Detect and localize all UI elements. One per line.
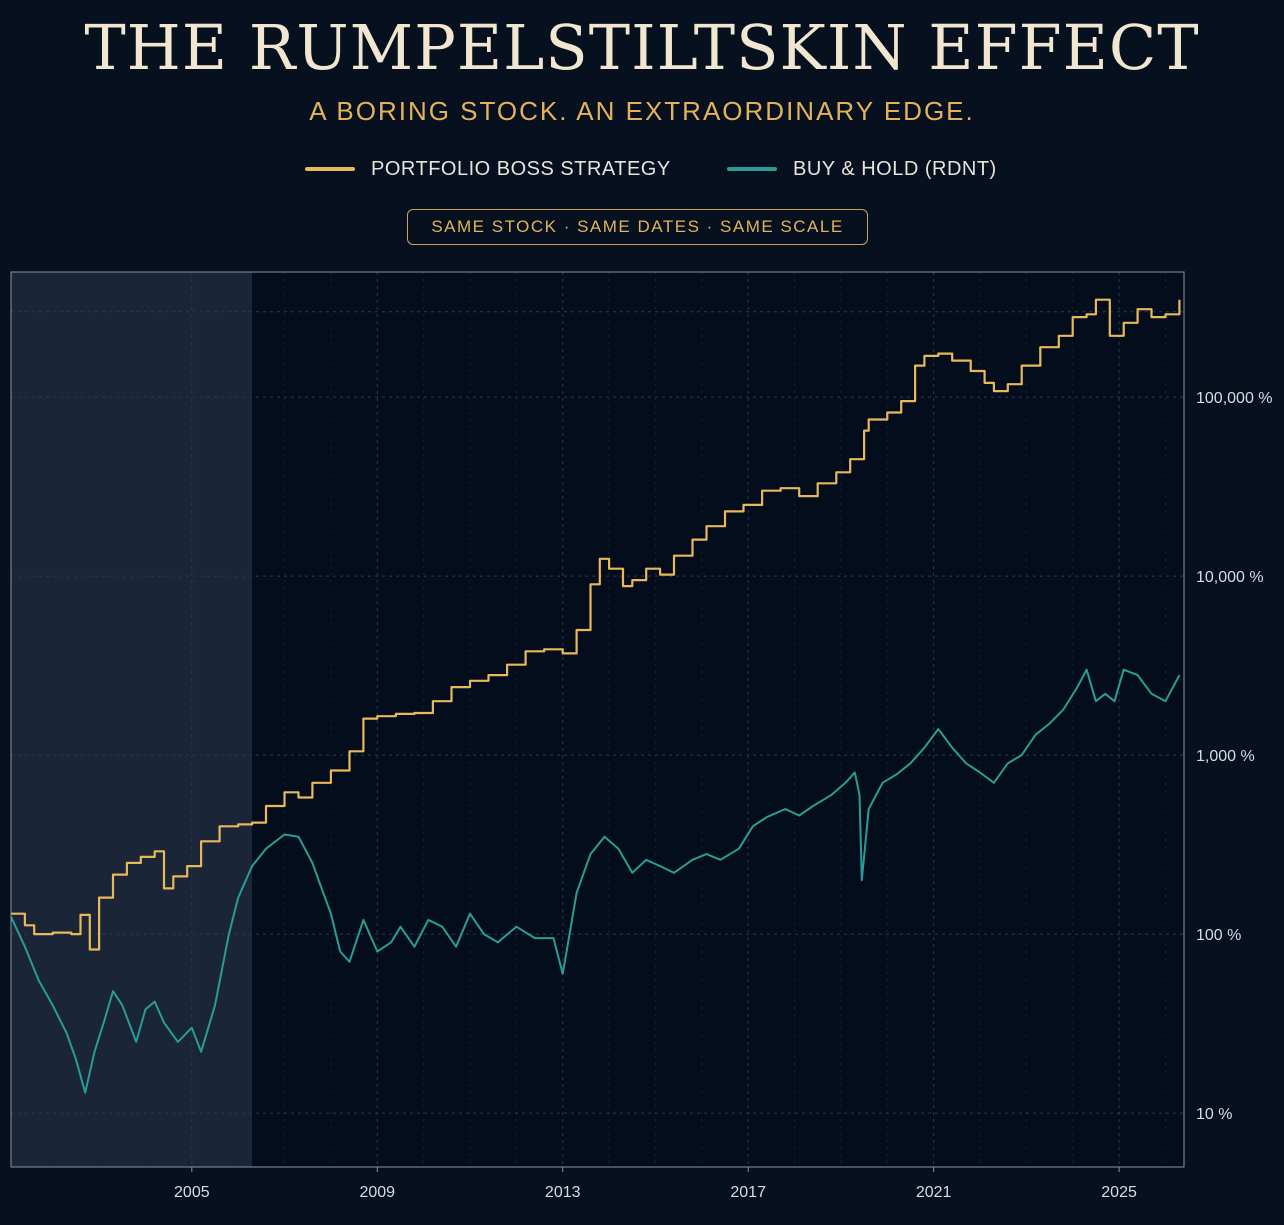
- page-subtitle: A BORING STOCK. AN EXTRAORDINARY EDGE.: [309, 96, 975, 126]
- x-tick-label: 2009: [359, 1184, 395, 1201]
- plot-border: [10, 271, 1185, 1168]
- series-line-strategy: [11, 298, 1181, 951]
- x-tick-label: 2025: [1101, 1184, 1137, 1201]
- shaded-region: [11, 272, 253, 1167]
- legend-swatch-buy-hold: [727, 167, 777, 171]
- grid-lines: [11, 272, 1184, 1167]
- legend-swatch-strategy: [305, 167, 355, 171]
- plot-background: [11, 272, 1184, 1167]
- y-tick-label: 1,000 %: [1196, 748, 1255, 765]
- page-title: THE RUMPELSTILTSKIN EFFECT: [84, 11, 1200, 84]
- legend-item-strategy: PORTFOLIO BOSS STRATEGY: [305, 152, 671, 186]
- comparison-badge: SAME STOCK · SAME DATES · SAME SCALE: [407, 209, 868, 245]
- y-axis: 10 % 100 % 1,000 % 10,000 % 100,000 %: [1196, 390, 1273, 1123]
- x-tick-label: 2013: [545, 1184, 581, 1201]
- plot-frame: [10, 271, 1185, 1168]
- x-tick-label: 2005: [174, 1184, 210, 1201]
- series-line-buy-hold: [10, 668, 1181, 1094]
- legend: PORTFOLIO BOSS STRATEGY BUY & HOLD (RDNT…: [0, 152, 1284, 186]
- series-lines: [10, 298, 1181, 1094]
- legend-item-buy-hold: BUY & HOLD (RDNT): [727, 152, 997, 186]
- legend-label-strategy: PORTFOLIO BOSS STRATEGY: [371, 157, 671, 180]
- y-tick-label: 10,000 %: [1196, 569, 1264, 586]
- y-tick-label: 100 %: [1196, 927, 1241, 944]
- legend-label-buy-hold: BUY & HOLD (RDNT): [793, 157, 997, 180]
- x-axis: 2005 2009 2013 2017 2021 2025: [174, 1167, 1137, 1201]
- x-tick-label: 2017: [730, 1184, 766, 1201]
- y-tick-label: 10 %: [1196, 1106, 1232, 1123]
- y-tick-label: 100,000 %: [1196, 390, 1273, 407]
- x-tick-label: 2021: [916, 1184, 952, 1201]
